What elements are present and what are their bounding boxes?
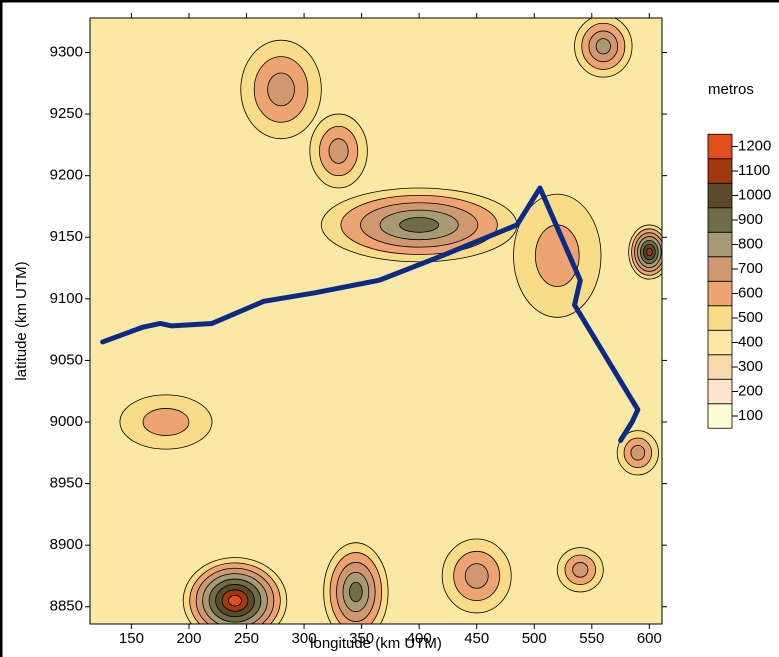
legend-swatch xyxy=(708,306,732,331)
contour-base xyxy=(90,18,662,624)
x-tick-label: 600 xyxy=(637,630,662,647)
legend-label: 200 xyxy=(738,382,763,399)
contour-band xyxy=(329,139,348,164)
legend-swatch xyxy=(708,281,732,306)
contour-band xyxy=(465,564,488,589)
chart: longitude (km UTM) latitude (km UTM) met… xyxy=(0,0,779,657)
y-tick-label: 9300 xyxy=(50,43,83,60)
legend-label: 1100 xyxy=(738,162,770,179)
y-tick-label: 9050 xyxy=(50,351,83,368)
y-tick-label: 8900 xyxy=(50,536,83,553)
legend-swatch xyxy=(708,208,732,233)
y-tick-label: 9100 xyxy=(50,290,83,307)
y-tick-label: 9200 xyxy=(50,167,83,184)
y-tick-label: 8950 xyxy=(50,475,83,492)
contour-band xyxy=(400,218,439,233)
contour-band xyxy=(268,73,295,106)
legend-label: 700 xyxy=(738,260,763,277)
legend-swatch xyxy=(708,404,732,429)
x-tick-label: 200 xyxy=(176,630,201,647)
legend-title: metros xyxy=(708,81,754,98)
legend-label: 600 xyxy=(738,284,763,301)
y-axis-title: latitude (km UTM) xyxy=(13,261,30,380)
legend-swatch xyxy=(708,257,732,282)
legend-swatch xyxy=(708,379,732,404)
y-tick-label: 9150 xyxy=(50,228,83,245)
legend-swatch xyxy=(708,330,732,355)
legend-label: 1000 xyxy=(738,186,771,203)
plot-area xyxy=(90,16,670,644)
contour-band xyxy=(646,248,652,256)
legend-swatch xyxy=(708,232,732,257)
contour-band xyxy=(349,582,362,602)
legend-swatch xyxy=(708,134,732,159)
y-tick-label: 9250 xyxy=(50,105,83,122)
contour-band xyxy=(143,408,189,435)
contour-band xyxy=(631,445,645,460)
legend-label: 500 xyxy=(738,309,763,326)
legend-swatch xyxy=(708,159,732,184)
y-tick-label: 9000 xyxy=(50,413,83,430)
contour-band xyxy=(573,562,588,577)
legend-label: 300 xyxy=(738,358,763,375)
legend-label: 900 xyxy=(738,211,763,228)
contour-band xyxy=(535,225,579,287)
x-tick-label: 550 xyxy=(579,630,604,647)
legend-label: 100 xyxy=(738,407,763,424)
x-tick-label: 350 xyxy=(349,630,374,647)
x-tick-label: 500 xyxy=(522,630,547,647)
x-tick-label: 450 xyxy=(464,630,489,647)
x-tick-label: 400 xyxy=(407,630,432,647)
x-tick-label: 150 xyxy=(119,630,144,647)
legend-swatch xyxy=(708,183,732,208)
contour-band xyxy=(229,595,242,606)
contour-band xyxy=(596,39,610,54)
legend-label: 400 xyxy=(738,333,763,350)
y-tick-label: 8850 xyxy=(50,598,83,615)
x-tick-label: 300 xyxy=(292,630,317,647)
legend-swatch xyxy=(708,355,732,380)
legend-label: 1200 xyxy=(738,137,771,154)
x-tick-label: 250 xyxy=(234,630,259,647)
legend-label: 800 xyxy=(738,235,763,252)
